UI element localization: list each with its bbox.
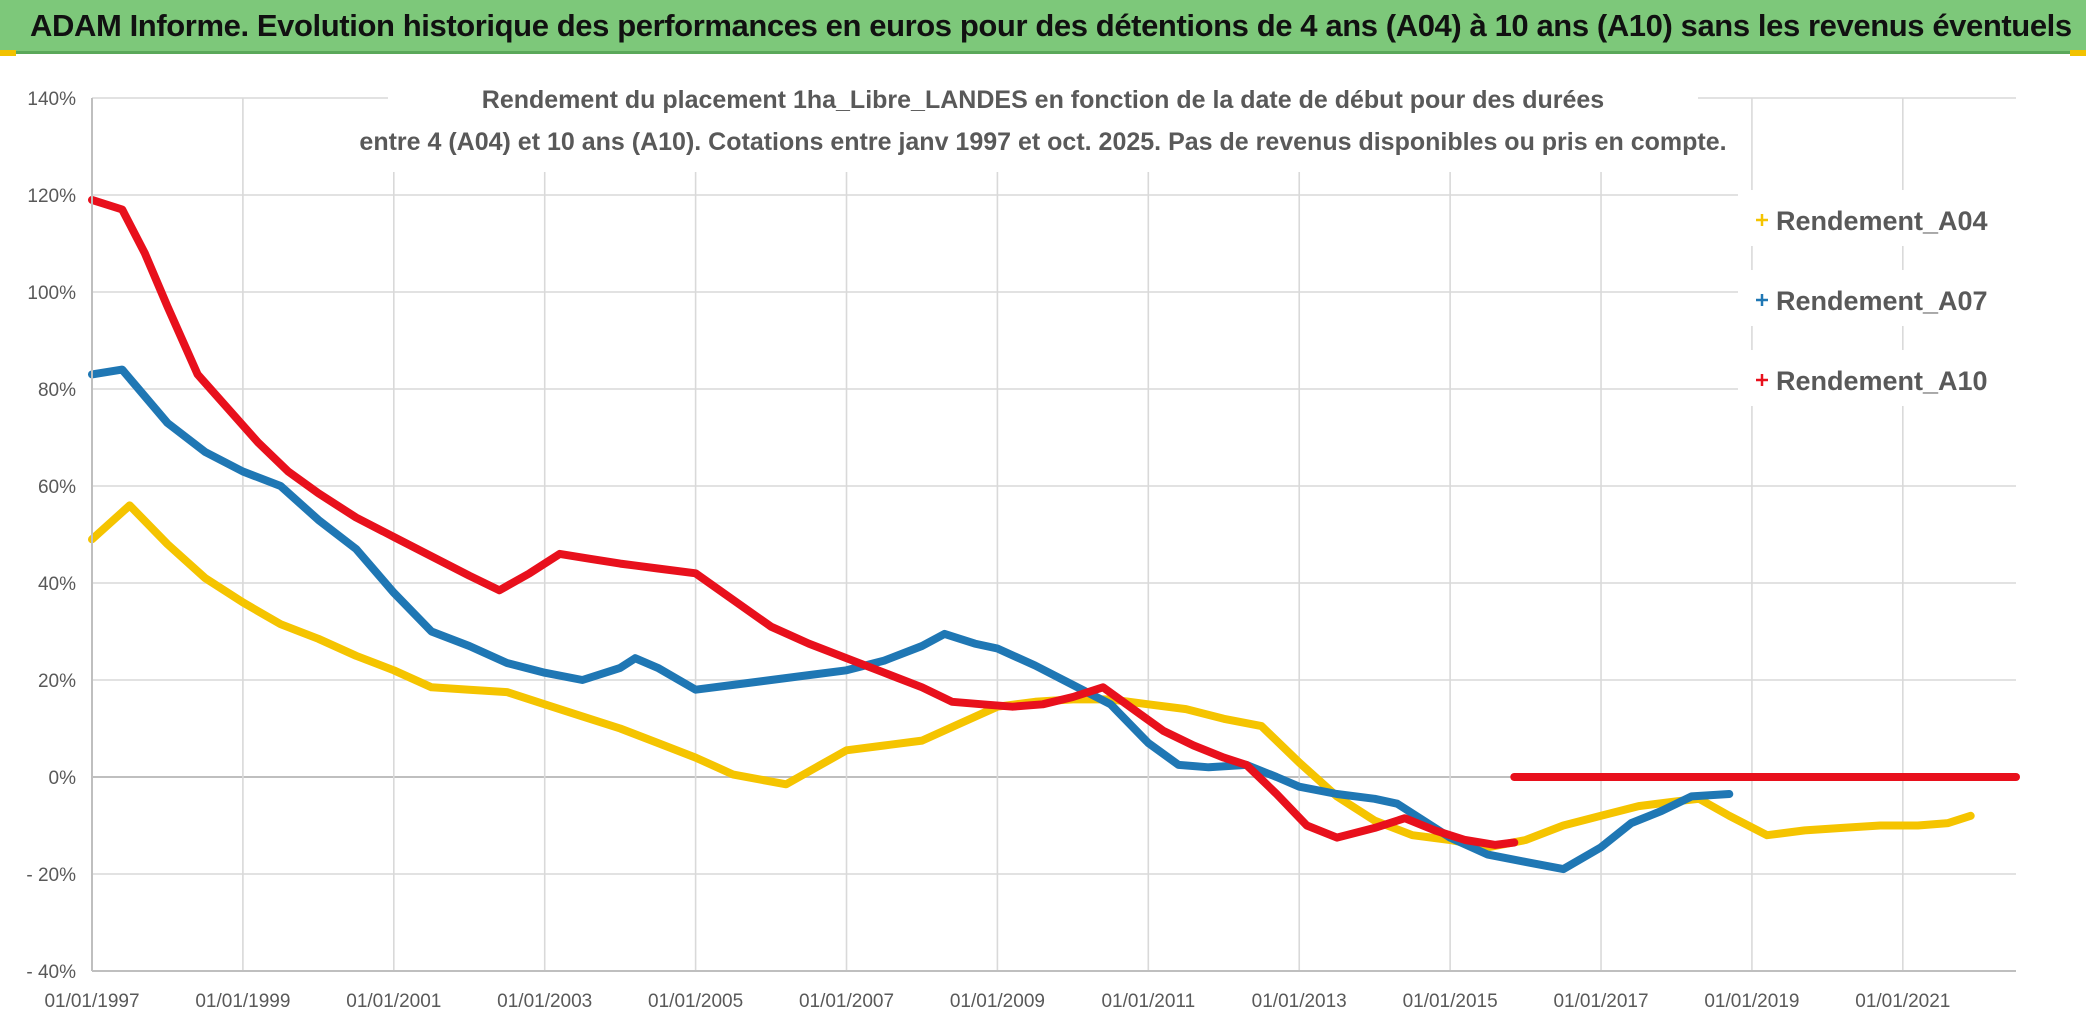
x-tick-label: 01/01/2021 — [1855, 991, 1950, 1012]
legend-label: Rendement_A10 — [1776, 366, 1988, 396]
y-tick-label: - 20% — [26, 865, 76, 886]
legend-entry-background — [1738, 270, 2018, 326]
y-tick-label: 120% — [27, 186, 76, 207]
y-tick-label: 20% — [38, 671, 76, 692]
series-layer — [88, 195, 2020, 874]
corner-marker-left — [0, 50, 16, 56]
series-line-rendement-a10 — [88, 195, 1519, 849]
chart-title-line-2: entre 4 (A04) et 10 ans (A10). Cotations… — [359, 128, 1726, 156]
x-tick-label: 01/01/2001 — [346, 991, 441, 1012]
y-tick-label: 80% — [38, 380, 76, 401]
legend-entry-background — [1738, 350, 2018, 406]
x-tick-label: 01/01/2011 — [1101, 991, 1195, 1012]
x-tick-label: 01/01/2015 — [1403, 991, 1498, 1012]
x-tick-label: 01/01/2017 — [1553, 991, 1648, 1012]
x-tick-label: 01/01/2007 — [799, 991, 894, 1012]
x-tick-label: 01/01/2005 — [648, 991, 743, 1012]
report-banner: ADAM Informe. Evolution historique des p… — [0, 0, 2086, 54]
y-tick-label: 0% — [49, 768, 77, 789]
y-tick-label: - 40% — [26, 962, 76, 983]
x-tick-label: 01/01/1997 — [44, 991, 139, 1012]
y-tick-label: 40% — [38, 574, 76, 595]
corner-marker-right — [2070, 50, 2086, 56]
legend-label: Rendement_A07 — [1776, 286, 1988, 316]
legend-label: Rendement_A04 — [1776, 206, 1988, 236]
series-line-rendement-a07 — [88, 365, 1734, 874]
chart-title-background — [388, 82, 1698, 172]
y-tick-label: 60% — [38, 477, 76, 498]
x-tick-label: 01/01/1999 — [195, 991, 290, 1012]
y-tick-label: 100% — [27, 283, 76, 304]
x-tick-label: 01/01/2003 — [497, 991, 592, 1012]
x-tick-label: 01/01/2013 — [1252, 991, 1347, 1012]
chart-legend: Rendement_A04 Rendement_A07 Rendement_A10 — [1738, 190, 2018, 406]
x-tick-label: 01/01/2019 — [1704, 991, 1799, 1012]
report-title: ADAM Informe. Evolution historique des p… — [30, 8, 2072, 43]
axis-layer: 140% 120% 100% 80% 60% 40% 20% 0% - 20% - 40% 01/0… — [26, 89, 2016, 1012]
chart-title-line-1: Rendement du placement 1ha_Libre_LANDES … — [482, 86, 1604, 114]
x-tick-label: 01/01/2009 — [950, 991, 1045, 1012]
y-tick-label: 140% — [27, 89, 76, 110]
legend-entry-background — [1738, 190, 2018, 246]
